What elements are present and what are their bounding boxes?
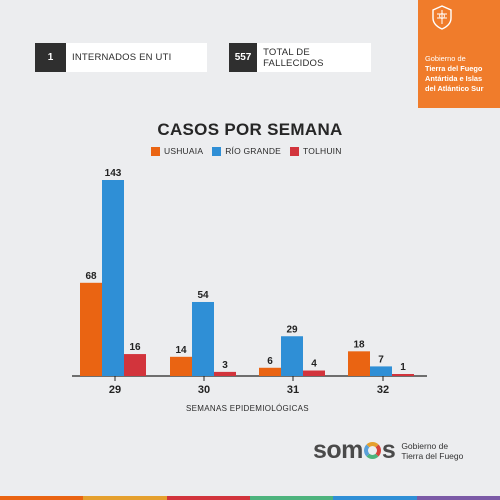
footer-logo: som s Gobierno de Tierra del Fuego [313,438,463,463]
government-line: Tierra del Fuego [425,64,483,73]
stat-label: TOTAL DE FALLECIDOS [263,46,324,69]
logo-ring-icon [363,442,381,459]
logo-text-end: s [381,436,396,464]
bar [348,351,370,376]
legend-label: RÍO GRANDE [225,146,282,156]
stat-total-fallecidos: 557 TOTAL DE FALLECIDOS [229,43,371,72]
bar-value-label: 14 [175,345,187,356]
bar [170,356,192,376]
bar-value-label: 6 [267,356,273,367]
bar [281,336,303,376]
stripe-segment [166,496,250,500]
stat-internados-uti: 1 INTERNADOS EN UTI [35,43,207,72]
stat-value: 1 [35,43,66,72]
government-line: del Atlántico Sur [425,84,484,93]
stat-value: 557 [229,43,258,72]
x-tick-label: 32 [377,384,389,396]
bar [192,301,214,376]
legend-item-tolhuin: TOLHUIN [290,146,342,156]
bar-value-label: 68 [85,271,97,282]
bar-value-label: 4 [311,359,317,370]
bar [370,366,392,376]
bar [80,282,102,376]
x-tick-label: 30 [198,384,210,396]
bar-value-label: 7 [378,354,384,365]
bar-value-label: 1 [400,362,406,373]
government-badge: Gobierno de Tierra del Fuego Antártida e… [418,0,500,108]
bar [124,354,146,376]
stat-label: INTERNADOS EN UTI [72,52,172,63]
government-line: Antártida e Islas [425,74,483,83]
legend-swatch [212,146,222,156]
stripe-segment [333,496,417,500]
footer-subtitle: Gobierno de Tierra del Fuego [401,441,463,461]
color-stripe [0,496,500,500]
bar-value-label: 18 [353,339,365,350]
bar [392,374,414,376]
legend-swatch [151,146,160,156]
legend-label: TOLHUIN [303,146,342,156]
footer-line: Gobierno de [401,440,449,451]
bar [102,180,124,376]
legend-label: USHUAIA [164,146,204,156]
legend-item-ushuaia: USHUAIA [151,146,203,156]
footer-line: Tierra del Fuego [401,450,464,461]
government-line: Gobierno de [425,54,466,63]
x-tick-label: 29 [109,384,121,396]
legend-item-rio-grande: RÍO GRANDE [212,146,281,156]
bar [259,367,281,376]
stripe-segment [0,496,84,500]
somos-logo: som s [313,436,396,464]
chart-title: CASOS POR SEMANA [157,120,343,139]
bar-value-label: 54 [197,290,209,301]
bar-value-label: 16 [129,342,141,353]
bar [214,371,236,376]
stripe-segment [416,496,500,500]
government-name: Gobierno de Tierra del Fuego Antártida e… [425,54,500,94]
stripe-segment [83,496,167,500]
chart-legend: USHUAIA RÍO GRANDE TOLHUIN [151,146,342,156]
bar-value-label: 143 [105,168,122,179]
coat-of-arms-icon [432,5,452,30]
x-tick-label: 31 [287,384,299,396]
stripe-segment [249,496,334,500]
bar-value-label: 3 [222,360,228,371]
x-axis-title: SEMANAS EPIDEMIOLÓGICAS [186,404,309,413]
legend-swatch [290,146,300,156]
logo-text-start: som [313,436,363,464]
bar [303,370,325,376]
bar-value-label: 29 [286,324,298,335]
